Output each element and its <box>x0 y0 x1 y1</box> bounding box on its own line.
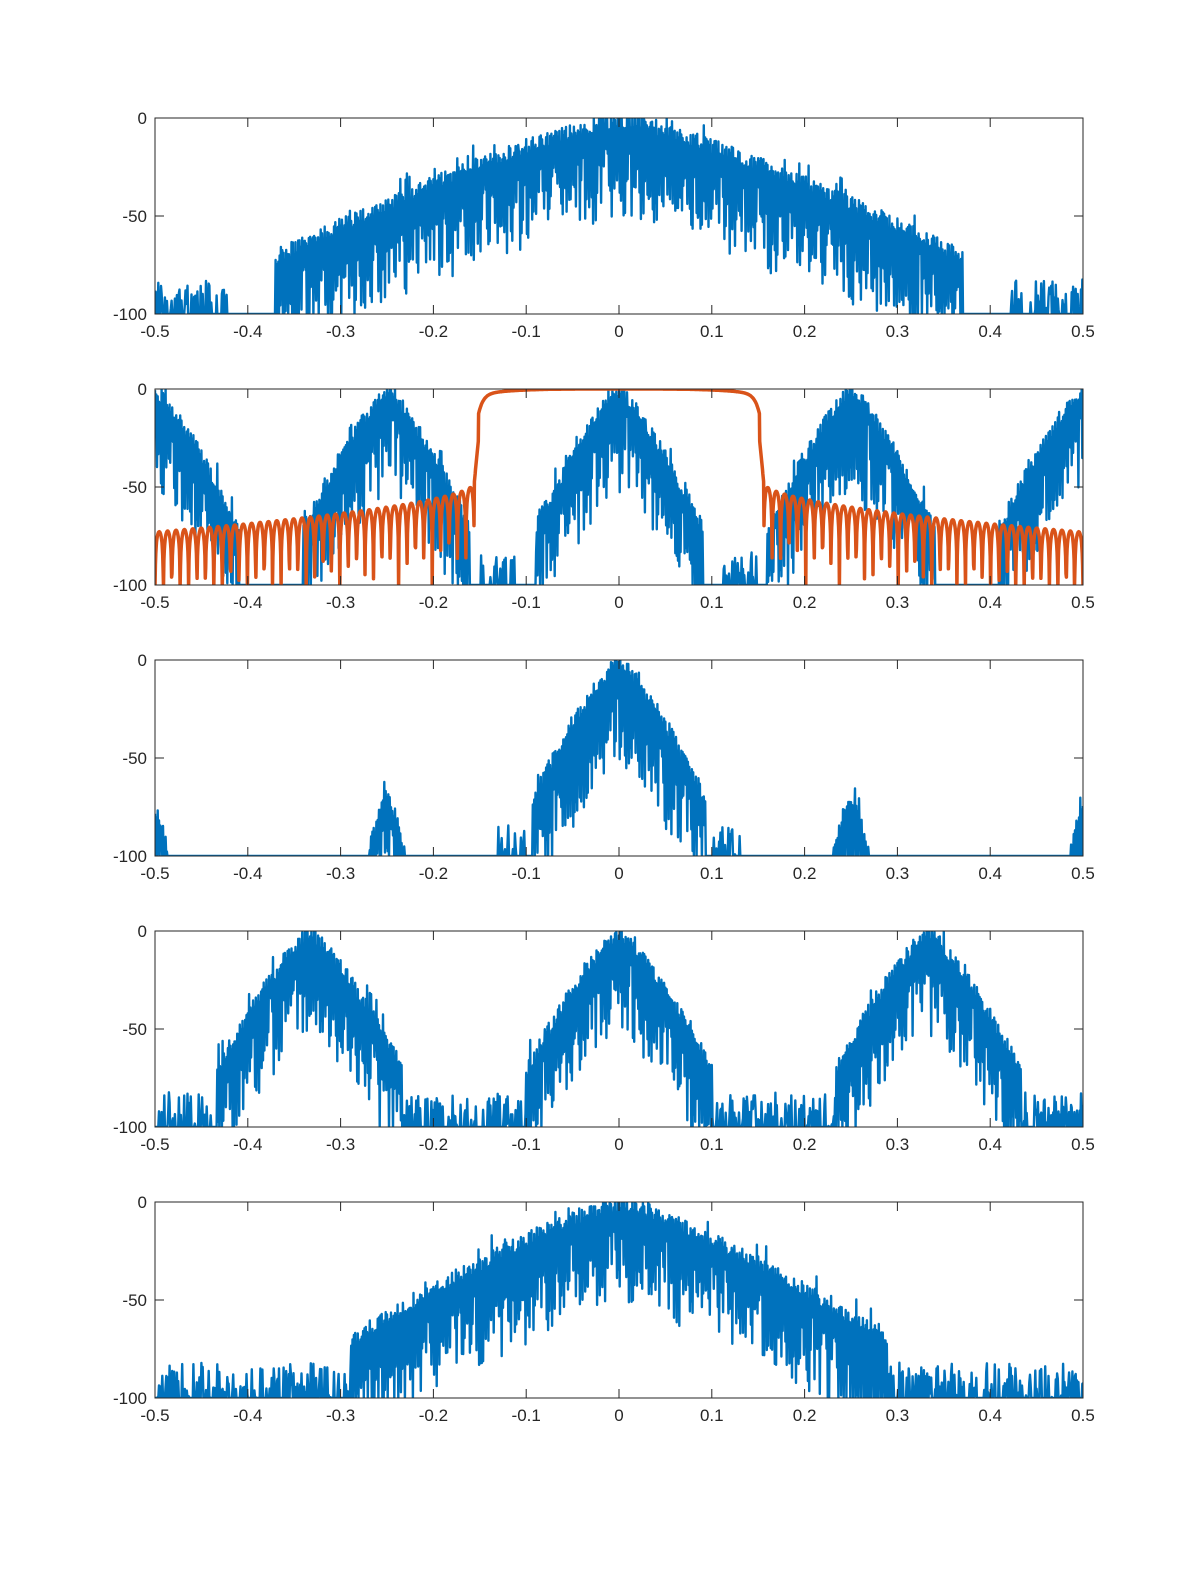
x-tick-label: 0.1 <box>700 1135 724 1154</box>
x-tick-label: 0 <box>614 1135 623 1154</box>
x-tick-label: 0.4 <box>978 322 1002 341</box>
x-tick-label: -0.3 <box>326 1406 355 1425</box>
y-tick-label: -100 <box>113 576 147 595</box>
x-tick-label: 0.1 <box>700 864 724 883</box>
y-tick-label: -100 <box>113 1389 147 1408</box>
x-tick-label: -0.5 <box>140 322 169 341</box>
series-line-1 <box>155 1202 1083 1398</box>
y-tick-label: -100 <box>113 305 147 324</box>
plot-area <box>155 931 1083 1127</box>
x-tick-label: 0.2 <box>793 322 817 341</box>
x-tick-label: -0.2 <box>419 322 448 341</box>
x-tick-label: -0.5 <box>140 593 169 612</box>
x-tick-label: -0.5 <box>140 864 169 883</box>
x-tick-label: 0.2 <box>793 593 817 612</box>
subplot-4: -0.5 -0.4 -0.3 -0.2 -0.1 0 0.1 0.2 0.3 0.4 0.5 -100… <box>113 922 1095 1154</box>
y-tick-label: -100 <box>113 847 147 866</box>
x-tick-label: 0 <box>614 1406 623 1425</box>
y-tick-label: -100 <box>113 1118 147 1137</box>
x-tick-label: -0.5 <box>140 1406 169 1425</box>
plot-area <box>155 660 1083 856</box>
x-tick-label: 0.5 <box>1071 593 1095 612</box>
x-tick-label: -0.5 <box>140 1135 169 1154</box>
subplot-2: -0.5 -0.4 -0.3 -0.2 -0.1 0 0.1 0.2 0.3 0.4 0.5 -100… <box>113 380 1095 612</box>
subplot-3: -0.5 -0.4 -0.3 -0.2 -0.1 0 0.1 0.2 0.3 0.4 0.5 -100… <box>113 651 1095 883</box>
y-tick-label: 0 <box>138 109 147 128</box>
x-tick-label: 0.3 <box>886 864 910 883</box>
x-tick-label: -0.2 <box>419 593 448 612</box>
x-tick-label: 0.5 <box>1071 864 1095 883</box>
series-line-1 <box>155 389 1083 585</box>
x-tick-label: 0.1 <box>700 593 724 612</box>
x-tick-label: 0.4 <box>978 864 1002 883</box>
y-tick-label: -50 <box>122 749 147 768</box>
x-tick-label: 0.3 <box>886 1135 910 1154</box>
series-line-2 <box>155 389 1083 585</box>
subplot-1: -0.5 -0.4 -0.3 -0.2 -0.1 0 0.1 0.2 0.3 0.4 0.5 -100… <box>113 109 1095 341</box>
x-tick-label: -0.4 <box>233 593 262 612</box>
x-tick-label: -0.2 <box>419 1406 448 1425</box>
x-tick-label: -0.4 <box>233 1135 262 1154</box>
x-tick-label: -0.3 <box>326 864 355 883</box>
plot-area <box>155 118 1083 314</box>
x-tick-label: 0.1 <box>700 1406 724 1425</box>
y-tick-label: 0 <box>138 380 147 399</box>
x-tick-label: -0.2 <box>419 864 448 883</box>
x-tick-label: -0.4 <box>233 864 262 883</box>
x-tick-label: -0.1 <box>512 1135 541 1154</box>
x-tick-label: 0 <box>614 864 623 883</box>
x-tick-label: -0.3 <box>326 593 355 612</box>
x-tick-label: 0.5 <box>1071 1406 1095 1425</box>
x-tick-label: 0.1 <box>700 322 724 341</box>
series-line-1 <box>155 931 1083 1127</box>
x-tick-label: -0.3 <box>326 322 355 341</box>
subplot-5: -0.5 -0.4 -0.3 -0.2 -0.1 0 0.1 0.2 0.3 0.4 0.5 -100… <box>113 1193 1095 1425</box>
x-tick-label: 0.2 <box>793 1135 817 1154</box>
x-tick-label: -0.1 <box>512 864 541 883</box>
x-tick-label: 0.2 <box>793 864 817 883</box>
x-tick-label: -0.1 <box>512 322 541 341</box>
x-tick-label: 0.4 <box>978 1135 1002 1154</box>
x-tick-label: 0.4 <box>978 593 1002 612</box>
x-tick-label: -0.3 <box>326 1135 355 1154</box>
y-tick-label: 0 <box>138 922 147 941</box>
x-tick-label: 0.4 <box>978 1406 1002 1425</box>
x-tick-label: 0 <box>614 593 623 612</box>
y-tick-label: -50 <box>122 478 147 497</box>
x-tick-label: 0.5 <box>1071 322 1095 341</box>
y-tick-label: -50 <box>122 1020 147 1039</box>
x-tick-label: -0.1 <box>512 593 541 612</box>
x-tick-label: 0.3 <box>886 322 910 341</box>
x-tick-label: 0.5 <box>1071 1135 1095 1154</box>
x-tick-label: 0.2 <box>793 1406 817 1425</box>
x-tick-label: -0.4 <box>233 322 262 341</box>
plot-area <box>155 1202 1083 1398</box>
x-tick-label: -0.2 <box>419 1135 448 1154</box>
plot-area <box>155 389 1083 585</box>
x-tick-label: -0.1 <box>512 1406 541 1425</box>
x-tick-label: 0.3 <box>886 593 910 612</box>
x-tick-label: -0.4 <box>233 1406 262 1425</box>
y-tick-label: -50 <box>122 207 147 226</box>
y-tick-label: 0 <box>138 651 147 670</box>
series-line-1 <box>155 118 1083 314</box>
series-line-1 <box>155 660 1083 856</box>
x-tick-label: 0.3 <box>886 1406 910 1425</box>
y-tick-label: 0 <box>138 1193 147 1212</box>
y-tick-label: -50 <box>122 1291 147 1310</box>
x-tick-label: 0 <box>614 322 623 341</box>
